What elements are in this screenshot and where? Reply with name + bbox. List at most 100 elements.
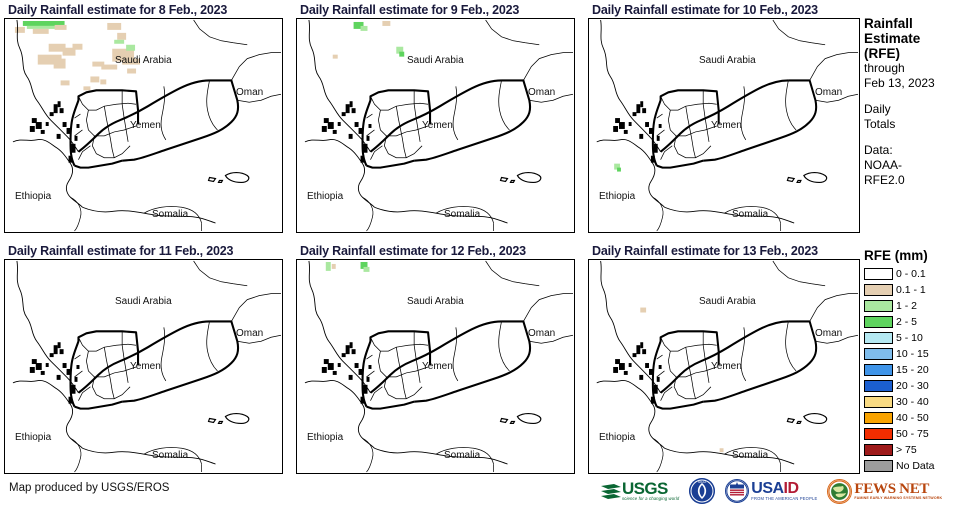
legend-label: > 75 — [896, 443, 917, 456]
country-label-somalia: Somalia — [732, 450, 769, 461]
usgs-wave-icon — [600, 482, 622, 501]
side-through-label: through — [864, 61, 905, 75]
country-label-somalia: Somalia — [444, 450, 481, 461]
legend-item[interactable]: 1 - 2 — [864, 298, 967, 313]
legend-label: 40 - 50 — [896, 411, 929, 424]
legend-label: 10 - 15 — [896, 347, 929, 360]
map-panel-5-title: Daily Rainfall estimate for 12 Feb., 202… — [300, 244, 526, 258]
country-label-oman: Oman — [815, 87, 843, 98]
legend-swatch — [864, 443, 893, 456]
map-panel-2[interactable]: Daily Rainfall estimate for 9 Feb., 2023 — [296, 2, 577, 235]
usgs-logo[interactable]: USGS science for a changing world — [600, 480, 679, 501]
map-canvas-3[interactable]: Saudi Arabia Oman Yemen Ethiopia Somalia — [588, 18, 860, 233]
legend-swatch — [864, 411, 893, 424]
legend-label: 5 - 10 — [896, 331, 923, 344]
legend-swatch — [864, 267, 893, 280]
legend-swatch — [864, 347, 893, 360]
legend-label: 0 - 0.1 — [896, 267, 926, 280]
legend-label: 2 - 5 — [896, 315, 918, 328]
fewsnet-globe-icon — [827, 478, 853, 504]
side-title-line2: Estimate — [864, 31, 921, 46]
country-label-saudi-arabia: Saudi Arabia — [699, 296, 756, 307]
side-title-line1: Rainfall — [864, 16, 913, 31]
side-data-source-1: NOAA- — [864, 158, 903, 172]
country-label-oman: Oman — [236, 87, 264, 98]
country-label-somalia: Somalia — [732, 209, 769, 220]
country-label-somalia: Somalia — [444, 209, 481, 220]
legend-title: RFE (mm) — [864, 248, 928, 263]
side-title-line3: (RFE) — [864, 46, 900, 61]
legend-item[interactable]: 0 - 0.1 — [864, 266, 967, 281]
country-label-ethiopia: Ethiopia — [15, 191, 52, 202]
legend-label: 30 - 40 — [896, 395, 929, 408]
map-panel-6[interactable]: Daily Rainfall estimate for 13 Feb., 202… — [588, 243, 869, 476]
map-panel-grid: Daily Rainfall estimate for 8 Feb., 2023 — [4, 2, 860, 476]
country-label-somalia: Somalia — [152, 209, 189, 220]
legend-item[interactable]: 10 - 15 — [864, 346, 967, 361]
country-label-saudi-arabia: Saudi Arabia — [699, 55, 756, 66]
map-panel-4[interactable]: Daily Rainfall estimate for 11 Feb., 202… — [4, 243, 285, 476]
fewsnet-logo[interactable]: FEWS NET FAMINE EARLY WARNING SYSTEMS NE… — [827, 478, 942, 504]
legend-swatch — [864, 427, 893, 440]
map-canvas-4[interactable]: Saudi Arabia Oman Yemen Ethiopia Somalia — [4, 259, 283, 474]
country-label-oman: Oman — [236, 328, 264, 339]
legend-label: 0.1 - 1 — [896, 283, 926, 296]
map-panel-3[interactable]: Daily Rainfall estimate for 10 Feb., 202… — [588, 2, 869, 235]
map-panel-5[interactable]: Daily Rainfall estimate for 12 Feb., 202… — [296, 243, 577, 476]
rfe-legend: RFE (mm) 0 - 0.1 0.1 - 1 1 - 2 2 - 5 5 - 10 1… — [864, 248, 967, 474]
legend-item[interactable]: 2 - 5 — [864, 314, 967, 329]
legend-swatch — [864, 363, 893, 376]
country-label-yemen: Yemen — [711, 361, 742, 372]
legend-swatch — [864, 283, 893, 296]
side-info-block: Rainfall Estimate (RFE) through Feb 13, … — [864, 0, 967, 478]
country-label-yemen: Yemen — [130, 120, 161, 131]
legend-item[interactable]: 40 - 50 — [864, 410, 967, 425]
legend-label: 15 - 20 — [896, 363, 929, 376]
map-canvas-2[interactable]: Saudi Arabia Oman Yemen Ethiopia Somalia — [296, 18, 575, 233]
map-panel-1[interactable]: Daily Rainfall estimate for 8 Feb., 2023 — [4, 2, 285, 235]
agency-logos: USGS science for a changing world NOAA — [600, 478, 942, 504]
legend-item[interactable]: 50 - 75 — [864, 426, 967, 441]
legend-label: 50 - 75 — [896, 427, 929, 440]
usaid-logo[interactable]: USAID FROM THE AMERICAN PEOPLE — [725, 479, 817, 503]
map-canvas-5[interactable]: Saudi Arabia Oman Yemen Ethiopia Somalia — [296, 259, 575, 474]
legend-swatch — [864, 459, 893, 472]
noaa-seal-icon: NOAA — [689, 478, 716, 504]
legend-swatch — [864, 395, 893, 408]
legend-label: 20 - 30 — [896, 379, 929, 392]
legend-item[interactable]: 0.1 - 1 — [864, 282, 967, 297]
legend-item[interactable]: No Data — [864, 458, 967, 473]
country-label-saudi-arabia: Saudi Arabia — [115, 55, 172, 66]
country-label-ethiopia: Ethiopia — [599, 432, 636, 443]
map-panel-6-title: Daily Rainfall estimate for 13 Feb., 202… — [592, 244, 818, 258]
country-label-oman: Oman — [815, 328, 843, 339]
map-panel-3-title: Daily Rainfall estimate for 10 Feb., 202… — [592, 3, 818, 17]
legend-swatch — [864, 315, 893, 328]
side-through-date: Feb 13, 2023 — [864, 76, 935, 90]
map-canvas-6[interactable]: Saudi Arabia Oman Yemen Ethiopia Somalia — [588, 259, 860, 474]
fewsnet-wordmark: FEWS NET — [854, 480, 930, 497]
legend-item[interactable]: > 75 — [864, 442, 967, 457]
usaid-wordmark: USAID — [751, 479, 799, 497]
country-label-somalia: Somalia — [152, 450, 189, 461]
noaa-logo[interactable]: NOAA — [689, 478, 716, 504]
legend-item[interactable]: 30 - 40 — [864, 394, 967, 409]
svg-text:NOAA: NOAA — [698, 480, 707, 484]
country-label-ethiopia: Ethiopia — [307, 432, 344, 443]
legend-rows: 0 - 0.1 0.1 - 1 1 - 2 2 - 5 5 - 10 10 - 15 15 … — [864, 266, 967, 473]
legend-label: No Data — [896, 459, 935, 472]
map-panel-2-title: Daily Rainfall estimate for 9 Feb., 2023 — [300, 3, 520, 17]
country-label-saudi-arabia: Saudi Arabia — [407, 55, 464, 66]
legend-item[interactable]: 15 - 20 — [864, 362, 967, 377]
country-label-saudi-arabia: Saudi Arabia — [407, 296, 464, 307]
map-canvas-1[interactable]: Saudi Arabia Oman Yemen Ethiopia Somalia — [4, 18, 283, 233]
usaid-tagline: FROM THE AMERICAN PEOPLE — [751, 495, 818, 501]
usaid-seal-icon — [725, 479, 750, 503]
legend-item[interactable]: 20 - 30 — [864, 378, 967, 393]
legend-item[interactable]: 5 - 10 — [864, 330, 967, 345]
country-label-yemen: Yemen — [130, 361, 161, 372]
country-label-oman: Oman — [528, 328, 556, 339]
country-label-ethiopia: Ethiopia — [307, 191, 344, 202]
country-label-oman: Oman — [528, 87, 556, 98]
